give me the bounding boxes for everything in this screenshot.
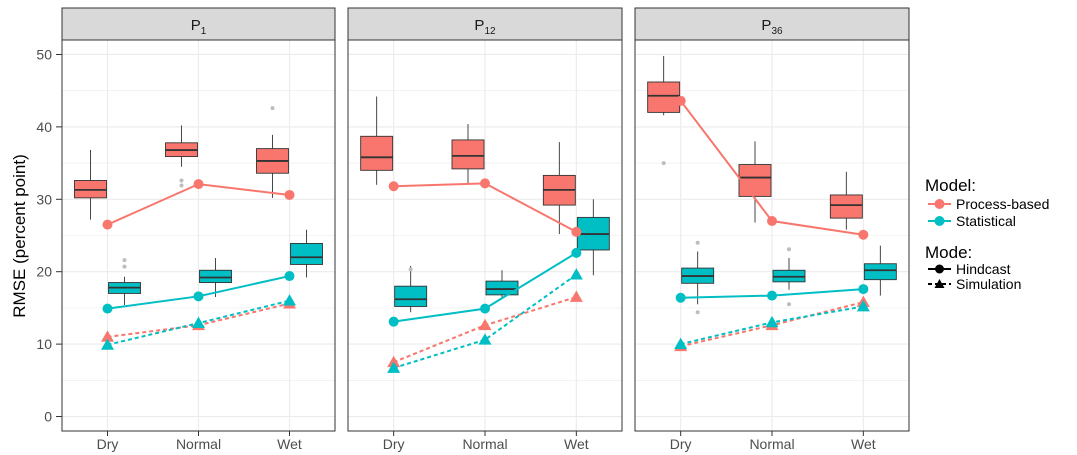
x-tick-label: Dry <box>670 436 692 452</box>
facet-strip-label-subscript: 36 <box>771 26 783 37</box>
facet-panel: P36 Dry Normal Wet <box>634 7 910 452</box>
box-outlier <box>695 310 700 315</box>
hindcast-point <box>388 181 399 192</box>
x-tick-label: Normal <box>749 436 794 452</box>
hindcast-point <box>388 316 399 327</box>
hindcast-point <box>571 226 582 237</box>
x-tick-label: Dry <box>97 436 119 452</box>
box-outlier <box>695 240 700 245</box>
hindcast-point <box>480 178 490 189</box>
box-outlier <box>787 247 791 252</box>
simulation-point <box>101 330 114 342</box>
box-statistical <box>394 285 428 307</box>
simulation-point <box>569 268 583 280</box>
box-outlier <box>270 106 275 111</box>
box-outlier <box>179 183 184 188</box>
box-outlier <box>787 302 791 307</box>
simulation-point <box>478 333 492 345</box>
simulation-line <box>393 273 577 369</box>
facet-strip <box>61 7 336 41</box>
box-statistical <box>863 263 897 281</box>
legend-model-title: Model: <box>925 176 976 195</box>
facet-strip <box>634 7 910 41</box>
hindcast-point <box>767 290 777 301</box>
y-tick-label: 0 <box>44 409 52 425</box>
legend-model-swatch <box>934 199 945 209</box>
simulation-point <box>192 316 205 328</box>
box-outlier <box>661 161 666 166</box>
simulation-point <box>478 318 492 331</box>
box-statistical <box>290 243 323 265</box>
box-process-based <box>829 194 863 219</box>
facet-strip-label-subscript: 12 <box>484 26 496 37</box>
legend-mode-swatch <box>934 279 945 288</box>
facet-panel: P1 Dry Normal Wet <box>61 7 336 452</box>
simulation-point <box>856 299 870 312</box>
hindcast-point <box>571 247 582 258</box>
facet-strip-label-base: P <box>191 17 201 34</box>
box-statistical <box>485 280 519 296</box>
box-process-based <box>451 139 485 170</box>
x-tick-label: Normal <box>462 436 507 452</box>
y-tick-label: 30 <box>36 191 52 207</box>
facet-strip-label-base: P <box>761 17 771 34</box>
facet-strip-label-base: P <box>474 17 484 34</box>
x-tick-label: Normal <box>176 436 221 452</box>
x-tick-label: Wet <box>277 436 302 452</box>
hindcast-point <box>193 291 204 302</box>
box-outlier <box>408 267 413 272</box>
hindcast-point <box>675 292 686 303</box>
box-outlier <box>122 258 127 263</box>
simulation-point <box>101 338 114 350</box>
hindcast-point <box>858 284 869 295</box>
legend-model-swatch <box>934 216 945 226</box>
hindcast-point <box>193 179 204 190</box>
facet-strip-label: P1 <box>191 17 207 37</box>
y-tick-label: 10 <box>36 336 52 352</box>
simulation-point <box>387 355 401 368</box>
hindcast-point <box>675 95 686 106</box>
legend-model-label: Statistical <box>956 213 1016 229</box>
hindcast-point <box>284 271 295 282</box>
facet-panel: P12 Dry Normal Wet <box>347 7 623 452</box>
simulation-point <box>283 294 296 306</box>
hindcast-point <box>480 303 490 314</box>
simulation-point <box>674 337 688 349</box>
legend-mode-swatch <box>935 264 944 274</box>
hindcast-point <box>858 229 869 240</box>
facet-strip <box>347 7 623 41</box>
legend-mode-title: Mode: <box>925 243 972 262</box>
facet-strip-label: P36 <box>761 17 783 37</box>
legend-model-label: Process-based <box>956 196 1049 212</box>
hindcast-point <box>767 216 777 227</box>
box-process-based <box>647 81 681 113</box>
box-outlier <box>179 178 184 183</box>
box-process-based <box>360 135 394 171</box>
facet-strip-label: P12 <box>474 17 496 37</box>
box-statistical <box>199 269 232 284</box>
legend-mode-label: Hindcast <box>956 261 1011 277</box>
x-tick-label: Wet <box>851 436 876 452</box>
y-axis: 0 10 20 30 40 50 <box>36 46 62 425</box>
box-outlier <box>122 264 127 269</box>
y-tick-label: 50 <box>36 46 52 62</box>
x-tick-label: Dry <box>383 436 405 452</box>
y-tick-label: 40 <box>36 119 52 135</box>
hindcast-point <box>102 219 113 230</box>
legend-mode-label: Simulation <box>956 276 1021 292</box>
y-tick-label: 20 <box>36 264 52 280</box>
y-axis-title: RMSE (percent point) <box>10 154 29 317</box>
facet-strip-label-subscript: 1 <box>201 26 207 37</box>
box-process-based <box>738 164 772 197</box>
hindcast-point <box>102 303 113 314</box>
simulation-point <box>765 315 779 328</box>
hindcast-point <box>284 189 295 200</box>
simulation-point <box>387 361 401 373</box>
x-tick-label: Wet <box>564 436 589 452</box>
simulation-point <box>569 290 583 302</box>
